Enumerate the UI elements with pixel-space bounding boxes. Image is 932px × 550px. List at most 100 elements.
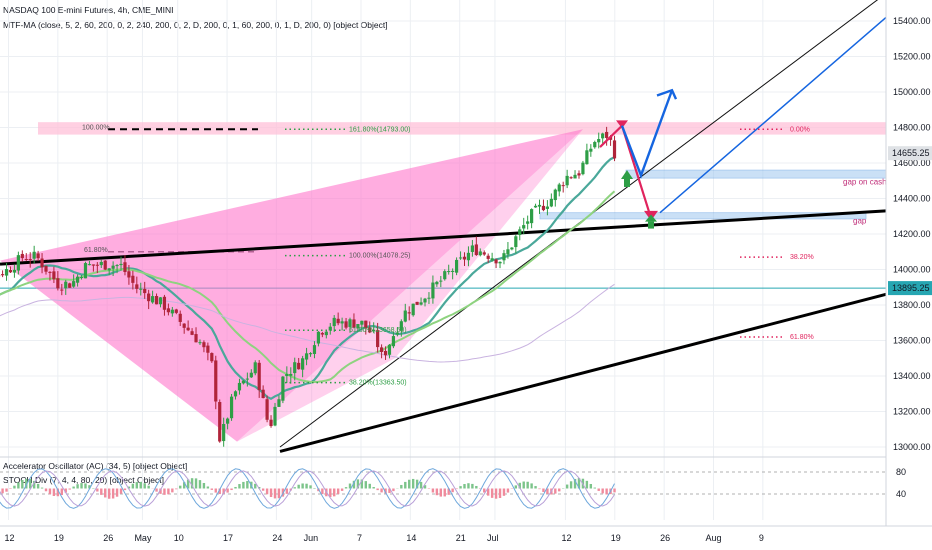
ac-bar-151 xyxy=(554,488,557,494)
price-tick-10: 13400.00 xyxy=(893,371,931,381)
ac-bar-103 xyxy=(364,481,367,489)
projection-arrows xyxy=(599,88,678,229)
candle-109 xyxy=(387,344,392,355)
candle-142 xyxy=(518,229,522,235)
ac-bar-132 xyxy=(479,488,482,490)
candle-89 xyxy=(308,353,313,355)
ac-bar-54 xyxy=(171,488,174,493)
ac-bar-108 xyxy=(384,488,387,494)
ac-bar-25 xyxy=(56,488,60,497)
ac-bar-40 xyxy=(115,488,119,497)
ac-bar-121 xyxy=(435,488,439,496)
candle-18 xyxy=(28,259,32,261)
ac-bar-116 xyxy=(415,479,419,489)
ac-bar-70 xyxy=(234,486,237,489)
time-tick-10: 21 xyxy=(456,533,466,543)
ac-bar-96 xyxy=(336,488,340,495)
ac-bar-39 xyxy=(111,488,115,499)
price-tick-3: 14800.00 xyxy=(893,123,931,133)
candle-33 xyxy=(87,264,92,266)
marker-price-label: 13895.25 xyxy=(892,283,930,293)
blue-path xyxy=(620,89,674,179)
candle-152 xyxy=(557,184,561,192)
candle-110 xyxy=(391,336,396,347)
candle-104 xyxy=(368,327,372,333)
ac-bar-163 xyxy=(601,488,604,494)
ac-bar-75 xyxy=(254,483,257,489)
ac-bar-48 xyxy=(147,485,150,489)
ac-bar-117 xyxy=(419,481,423,489)
candle-97 xyxy=(340,321,344,324)
fib-618c-label: 61.80% xyxy=(790,334,814,341)
ac-bar-148 xyxy=(542,488,545,492)
candle-132 xyxy=(478,251,482,256)
ac-bar-53 xyxy=(167,488,170,495)
candle-151 xyxy=(553,189,557,201)
candle-52 xyxy=(162,296,167,310)
candle-95 xyxy=(332,317,336,327)
candle-160 xyxy=(589,148,593,152)
candle-155 xyxy=(569,177,573,179)
ac-bar-127 xyxy=(459,486,462,489)
ac-bar-71 xyxy=(238,484,241,489)
candle-39 xyxy=(111,265,115,269)
ac-bar-38 xyxy=(107,488,111,499)
ac-bar-126 xyxy=(455,488,458,490)
ac-bar-16 xyxy=(21,479,24,489)
candle-108 xyxy=(383,350,388,356)
ac-bar-46 xyxy=(139,481,142,489)
ac-bar-92 xyxy=(321,488,324,495)
ac-bar-66 xyxy=(218,488,221,495)
candle-146 xyxy=(533,205,538,208)
time-tick-9: 14 xyxy=(406,533,416,543)
candle-44 xyxy=(131,275,135,283)
candle-120 xyxy=(431,282,435,299)
ac-bar-62 xyxy=(202,482,206,489)
ac-bar-134 xyxy=(486,488,490,496)
candle-21 xyxy=(40,258,44,268)
time-tick-12: 12 xyxy=(561,533,571,543)
candle-58 xyxy=(186,327,190,331)
candle-133 xyxy=(482,252,486,255)
green-arrow-2-stem xyxy=(648,221,654,229)
candle-45 xyxy=(135,284,139,289)
ac-bar-22 xyxy=(44,488,48,492)
time-tick-2: 26 xyxy=(103,533,113,543)
candle-12 xyxy=(4,269,9,276)
candle-163 xyxy=(601,133,605,139)
ac-bar-139 xyxy=(506,488,510,493)
ac-bar-145 xyxy=(530,483,533,489)
ac-bar-155 xyxy=(569,481,573,489)
candle-20 xyxy=(36,253,40,259)
candle-35 xyxy=(95,264,99,266)
ac-bar-80 xyxy=(273,488,277,499)
ac-bar-35 xyxy=(96,488,99,492)
ac-bar-109 xyxy=(388,488,391,493)
candle-115 xyxy=(411,303,415,316)
stoch-legend: STOCH Div (7, 4, 4, 80, 20) [object Obje… xyxy=(3,475,164,485)
candle-69 xyxy=(229,396,234,419)
price-tick-8: 13800.00 xyxy=(893,300,931,310)
candle-36 xyxy=(99,261,103,266)
ac-bar-78 xyxy=(265,488,269,495)
candle-27 xyxy=(64,281,68,289)
ac-bar-72 xyxy=(242,481,245,489)
candle-143 xyxy=(522,225,526,229)
ac-bar-56 xyxy=(179,485,182,489)
ac-bar-15 xyxy=(17,482,20,489)
candle-135 xyxy=(490,258,494,261)
candle-137 xyxy=(498,261,502,264)
ac-bar-23 xyxy=(48,488,52,495)
candle-112 xyxy=(399,321,403,331)
ac-bar-164 xyxy=(605,488,608,495)
ac-bar-19 xyxy=(32,480,36,489)
candle-124 xyxy=(447,271,451,273)
ac-bar-64 xyxy=(210,488,214,490)
candle-41 xyxy=(119,263,123,266)
candle-63 xyxy=(206,345,210,353)
ac-bar-154 xyxy=(565,484,569,489)
ac-bar-113 xyxy=(404,481,407,489)
candle-34 xyxy=(91,264,95,266)
candle-40 xyxy=(115,265,119,267)
